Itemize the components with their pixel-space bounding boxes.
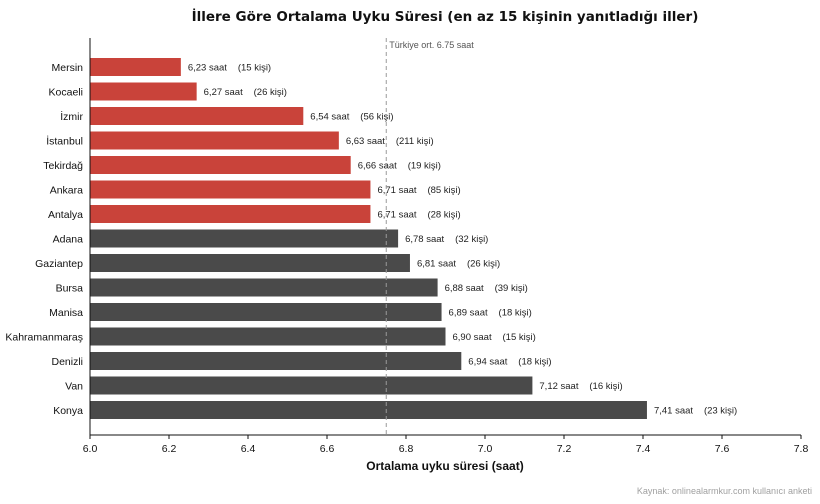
category-label-1: Kocaeli — [49, 87, 83, 99]
value-label-7: 6,78 saat — [405, 234, 444, 245]
category-label-10: Manisa — [49, 307, 83, 319]
count-label-8: (26 kişi) — [467, 259, 500, 270]
value-label-13: 7,12 saat — [539, 381, 578, 392]
source-note: Kaynak: onlinealarmkur.com kullanıcı ank… — [637, 486, 812, 496]
bar-4 — [90, 156, 351, 174]
bar-7 — [90, 229, 399, 248]
value-label-12: 6,94 saat — [468, 357, 507, 368]
value-label-6: 6,71 saat — [377, 210, 416, 221]
count-label-14: (23 kişi) — [704, 406, 737, 417]
x-tick-label-2: 6.4 — [241, 443, 256, 455]
bar-0 — [90, 58, 181, 76]
x-tick-label-4: 6.8 — [399, 443, 414, 455]
count-label-12: (18 kişi) — [518, 357, 551, 368]
count-label-13: (16 kişi) — [589, 381, 622, 392]
bars-group: Mersin 6,23 saat (15 kişi) Kocaeli 6,27 saat… — [5, 58, 737, 419]
value-label-9: 6,88 saat — [445, 283, 484, 294]
bar-9 — [90, 278, 438, 297]
category-label-8: Gaziantep — [35, 258, 83, 270]
bar-3 — [90, 131, 339, 150]
category-label-3: İstanbul — [46, 135, 83, 148]
x-tick-label-6: 7.2 — [557, 443, 572, 455]
bar-2 — [90, 107, 304, 125]
value-label-4: 6,66 saat — [358, 161, 397, 172]
bar-8 — [90, 254, 410, 272]
category-label-12: Denizli — [51, 356, 83, 368]
category-label-5: Ankara — [50, 185, 83, 197]
bar-13 — [90, 376, 533, 395]
category-label-9: Bursa — [56, 283, 84, 295]
count-label-7: (32 kişi) — [455, 234, 488, 245]
value-label-2: 6,54 saat — [310, 112, 349, 123]
bar-5 — [90, 180, 371, 199]
x-tick-label-8: 7.6 — [715, 443, 730, 455]
x-axis-label: Ortalama uyku süresi (saat) — [366, 459, 523, 473]
value-label-1: 6,27 saat — [204, 87, 243, 98]
chart-title: İllere Göre Ortalama Uyku Süresi (en az … — [192, 8, 699, 25]
category-label-4: Tekirdağ — [43, 160, 83, 172]
count-label-10: (18 kişi) — [499, 308, 532, 319]
category-label-14: Konya — [53, 405, 83, 417]
category-label-11: Kahramanmaraş — [5, 332, 83, 344]
count-label-5: (85 kişi) — [427, 185, 460, 196]
value-label-14: 7,41 saat — [654, 406, 693, 417]
value-label-11: 6,90 saat — [453, 332, 492, 343]
count-label-6: (28 kişi) — [427, 210, 460, 221]
count-label-9: (39 kişi) — [495, 283, 528, 294]
category-label-7: Adana — [53, 234, 84, 246]
x-tick-label-9: 7.8 — [794, 443, 809, 455]
bar-14 — [90, 401, 647, 419]
x-tick-label-1: 6.2 — [162, 443, 177, 455]
bar-11 — [90, 327, 446, 346]
category-label-13: Van — [65, 381, 83, 393]
count-label-1: (26 kişi) — [254, 87, 287, 98]
value-label-0: 6,23 saat — [188, 63, 227, 74]
count-label-3: (211 kişi) — [396, 136, 434, 147]
x-tick-label-3: 6.6 — [320, 443, 335, 455]
count-label-4: (19 kişi) — [408, 161, 441, 172]
x-tick-label-7: 7.4 — [636, 443, 651, 455]
bar-1 — [90, 82, 197, 101]
count-label-2: (56 kişi) — [360, 112, 393, 123]
value-label-10: 6,89 saat — [449, 308, 488, 319]
bar-10 — [90, 303, 442, 321]
value-label-5: 6,71 saat — [377, 185, 416, 196]
x-tick-label-0: 6.0 — [83, 443, 98, 455]
category-label-0: Mersin — [51, 62, 83, 74]
category-label-2: İzmir — [60, 110, 83, 123]
count-label-0: (15 kişi) — [238, 63, 271, 74]
x-ticks-group: 6.0 6.2 6.4 6.6 6.8 7.0 7.2 7.4 7.6 7.8 — [83, 435, 809, 455]
value-label-3: 6,63 saat — [346, 136, 385, 147]
reference-line-label: Türkiye ort. 6.75 saat — [389, 40, 474, 50]
count-label-11: (15 kişi) — [503, 332, 536, 343]
value-label-8: 6,81 saat — [417, 259, 456, 270]
bar-12 — [90, 352, 462, 370]
category-label-6: Antalya — [48, 209, 83, 221]
x-tick-label-5: 7.0 — [478, 443, 493, 455]
bar-6 — [90, 205, 371, 223]
